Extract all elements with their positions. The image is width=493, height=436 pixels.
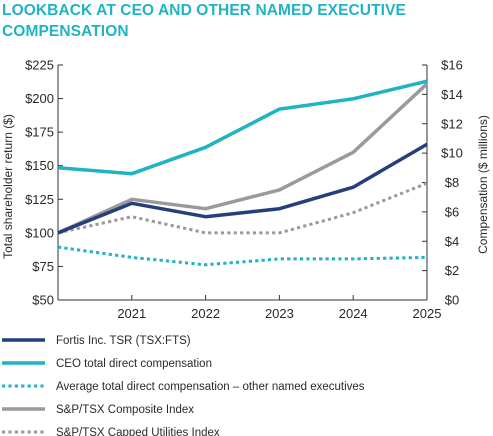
right-tick-label: $16 <box>441 58 463 73</box>
left-tick-label: $125 <box>25 192 54 207</box>
right-tick-label: $8 <box>445 175 459 190</box>
legend-label: CEO total direct compensation <box>56 358 212 370</box>
right-tick-label: $12 <box>441 116 463 131</box>
chart-title-line-2: COMPENSATION <box>2 23 129 40</box>
right-tick-label: $4 <box>445 234 459 249</box>
series-line-1 <box>57 79 428 176</box>
x-tick-label: 2022 <box>191 306 220 321</box>
right-tick-label: $2 <box>445 263 459 278</box>
left-tick-label: $100 <box>25 225 54 240</box>
series-line-3 <box>57 82 429 235</box>
left-tick-label: $50 <box>32 293 54 308</box>
left-tick-label: $200 <box>25 91 54 106</box>
legend-label: S&P/TSX Composite Index <box>56 404 194 416</box>
series-line-0 <box>57 142 428 235</box>
x-tick-label: 2024 <box>339 306 368 321</box>
right-tick-label: $6 <box>445 204 459 219</box>
legend: Fortis Inc. TSR (TSX:FTS) CEO total direc… <box>2 335 365 436</box>
left-tick-label: $75 <box>32 259 54 274</box>
right-tick-label: $0 <box>445 293 459 308</box>
right-tick-label: $14 <box>441 87 463 102</box>
chart-title-line-1: LOOKBACK AT CEO AND OTHER NAMED EXECUTIV… <box>2 2 406 19</box>
series-line-4 <box>57 181 428 235</box>
legend-label: Fortis Inc. TSR (TSX:FTS) <box>56 335 191 347</box>
left-tick-label: $150 <box>25 158 54 173</box>
right-axis-title: Compensation ($ millions) <box>476 115 490 254</box>
tick-labels: $225 $200 $175 $150 $125 $100 $75 $50 $16 $14 $12 $… <box>1 58 490 322</box>
left-tick-label: $225 <box>25 58 54 73</box>
left-axis-title: Total shareholder return ($) <box>1 114 15 259</box>
x-tick-label: 2021 <box>117 306 146 321</box>
chart-title: LOOKBACK AT CEO AND OTHER NAMED EXECUTIV… <box>2 0 490 42</box>
axes <box>57 64 428 301</box>
series-lines <box>57 79 429 267</box>
right-tick-label: $10 <box>441 146 463 161</box>
left-tick-label: $175 <box>25 125 54 140</box>
series-line-2 <box>57 245 428 267</box>
x-tick-label: 2023 <box>265 306 294 321</box>
legend-label: S&P/TSX Capped Utilities Index <box>56 427 220 436</box>
x-tick-label: 2025 <box>413 306 442 321</box>
legend-label: Average total direct compensation – othe… <box>56 381 365 393</box>
